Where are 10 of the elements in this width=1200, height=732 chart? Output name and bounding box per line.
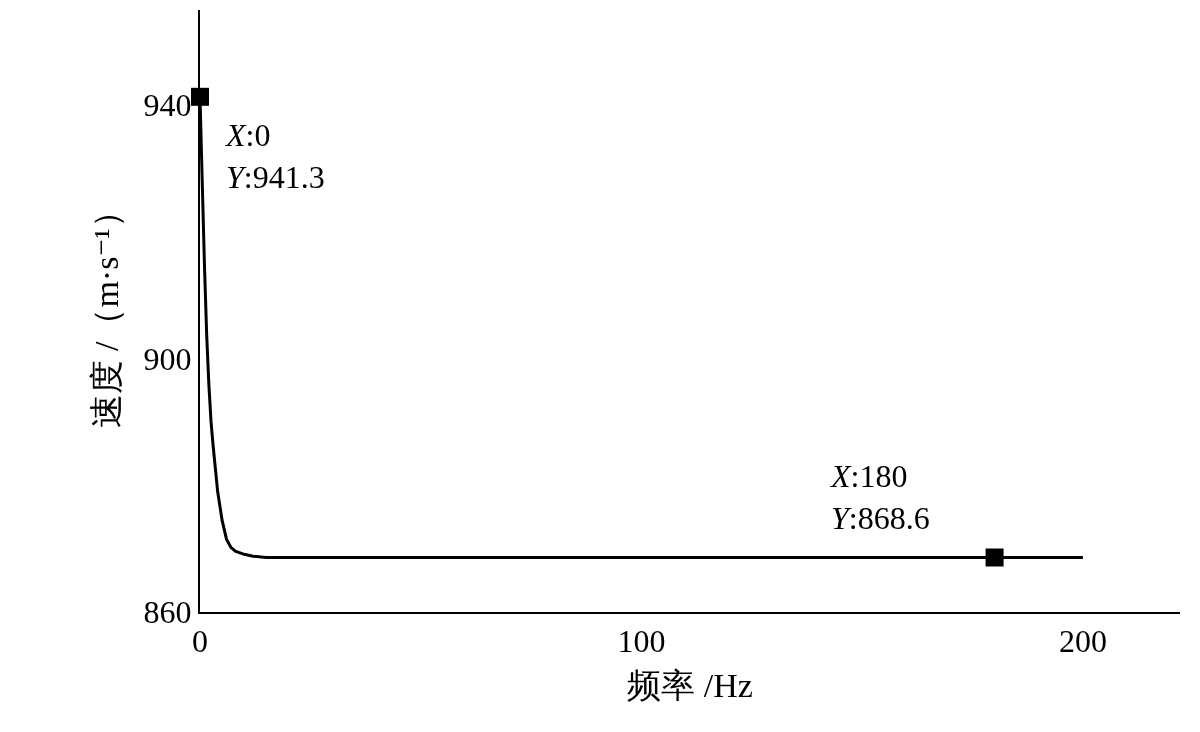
x-tick-label: 100 — [617, 623, 666, 660]
x-tick-label: 200 — [1058, 623, 1107, 660]
y-tick-label: 900 — [143, 340, 192, 377]
x-axis-title: 频率 /Hz — [627, 667, 753, 705]
y-axis-title: 速度 /（m·s⁻¹） — [87, 194, 125, 428]
y-tick-label: 940 — [143, 87, 192, 124]
y-tick-label: 860 — [143, 594, 192, 631]
annotation: X:0 Y:941.3 — [224, 117, 325, 195]
x-tick-label: 0 — [192, 623, 208, 660]
annotation: X:180 Y:868.6 — [829, 458, 930, 536]
